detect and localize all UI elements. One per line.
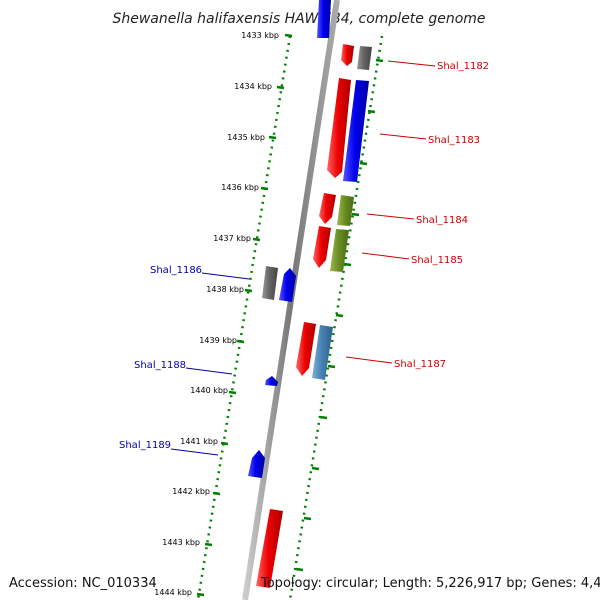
gene-arrow-blue[interactable] (317, 0, 331, 38)
gene-arrow-shal-1188[interactable] (265, 376, 278, 386)
page-title: Shewanella halifaxensis HAW-EB4, complet… (112, 11, 485, 27)
gene-arrow-shal-1189[interactable] (248, 450, 265, 478)
gene-arrow-olive[interactable] (330, 229, 349, 272)
forward-tick (335, 313, 344, 318)
forward-tick (303, 516, 312, 521)
leader-line (366, 213, 415, 220)
forward-strand-track (288, 35, 384, 600)
gene-arrow-blue[interactable] (279, 268, 296, 302)
kbp-label: 1439 kbp (199, 336, 237, 345)
kbp-label: 1438 kbp (206, 285, 244, 294)
gene-label-shal-1185[interactable]: Shal_1185 (411, 255, 463, 266)
leader-line (361, 252, 410, 260)
leader-line (379, 133, 427, 140)
leader-line (387, 60, 436, 67)
gene-arrow-shal-1183[interactable] (327, 78, 351, 178)
gene-label-shal-1189[interactable]: Shal_1189 (119, 440, 171, 451)
kbp-tick (268, 135, 277, 140)
gene-arrow-shal-1185[interactable] (313, 226, 331, 268)
kbp-tick (196, 592, 205, 597)
kbp-tick (228, 390, 237, 395)
gene-label-shal-1188[interactable]: Shal_1188 (134, 360, 186, 371)
kbp-label: 1434 kbp (234, 82, 272, 91)
kbp-tick (260, 186, 269, 191)
kbp-label: 1435 kbp (227, 133, 265, 142)
reverse-strand-track (196, 35, 292, 600)
kbp-tick (236, 339, 245, 344)
kbp-tick (244, 288, 253, 293)
gene-labels: Shal_1182 Shal_1183 Shal_1184 Shal_1185 … (119, 61, 489, 451)
kbp-label: 1441 kbp (180, 437, 218, 446)
gene-label-shal-1184[interactable]: Shal_1184 (416, 215, 468, 226)
gene-label-shal-1182[interactable]: Shal_1182 (437, 61, 489, 72)
kbp-label: 1444 kbp (154, 588, 192, 597)
accession-text: Accession: NC_010334 (9, 576, 157, 591)
forward-tick (367, 109, 376, 114)
forward-tick (319, 415, 328, 420)
kbp-tick (252, 237, 261, 242)
kbp-labels: 1433 kbp 1434 kbp 1435 kbp 1436 kbp 1437… (154, 31, 279, 597)
forward-tick (295, 567, 304, 572)
forward-track-ticks (295, 58, 384, 572)
gene-label-shal-1183[interactable]: Shal_1183 (428, 135, 480, 146)
forward-tick (359, 161, 368, 166)
kbp-label: 1440 kbp (190, 386, 228, 395)
kbp-tick (212, 491, 221, 496)
kbp-ticks (196, 33, 293, 597)
kbp-label: 1436 kbp (221, 183, 259, 192)
forward-tick (327, 364, 336, 369)
gene-leader-lines (170, 60, 436, 456)
forward-tick (351, 212, 360, 217)
kbp-tick (284, 33, 293, 38)
gene-arrow-shal-1182[interactable] (341, 44, 354, 66)
gene-arrow-shal-1184[interactable] (319, 193, 336, 224)
kbp-tick (220, 441, 229, 446)
forward-tick (343, 262, 352, 267)
forward-tick (375, 58, 384, 63)
kbp-tick (204, 542, 213, 547)
gene-features (248, 0, 372, 588)
kbp-tick (276, 85, 285, 90)
topology-text: Topology: circular; Length: 5,226,917 bp… (260, 576, 600, 591)
gene-label-shal-1187[interactable]: Shal_1187 (394, 359, 446, 370)
gene-arrow-shal-1186[interactable] (262, 266, 278, 300)
gene-arrow-steelblue[interactable] (312, 325, 333, 380)
gene-arrow-shal-1187[interactable] (296, 322, 316, 376)
leader-line (170, 448, 219, 456)
gene-arrow-red[interactable] (256, 509, 283, 588)
gene-arrow-olive[interactable] (337, 195, 354, 226)
forward-tick (311, 466, 320, 471)
kbp-label: 1437 kbp (213, 234, 251, 243)
gene-arrow-gray[interactable] (357, 46, 372, 70)
leader-line (201, 272, 250, 280)
gene-label-shal-1186[interactable]: Shal_1186 (150, 265, 202, 276)
kbp-label: 1443 kbp (162, 538, 200, 547)
kbp-label: 1442 kbp (172, 487, 210, 496)
kbp-label: 1433 kbp (241, 31, 279, 40)
leader-line (345, 356, 393, 364)
gene-arrow-blue[interactable] (343, 80, 369, 182)
leader-line (185, 367, 233, 375)
